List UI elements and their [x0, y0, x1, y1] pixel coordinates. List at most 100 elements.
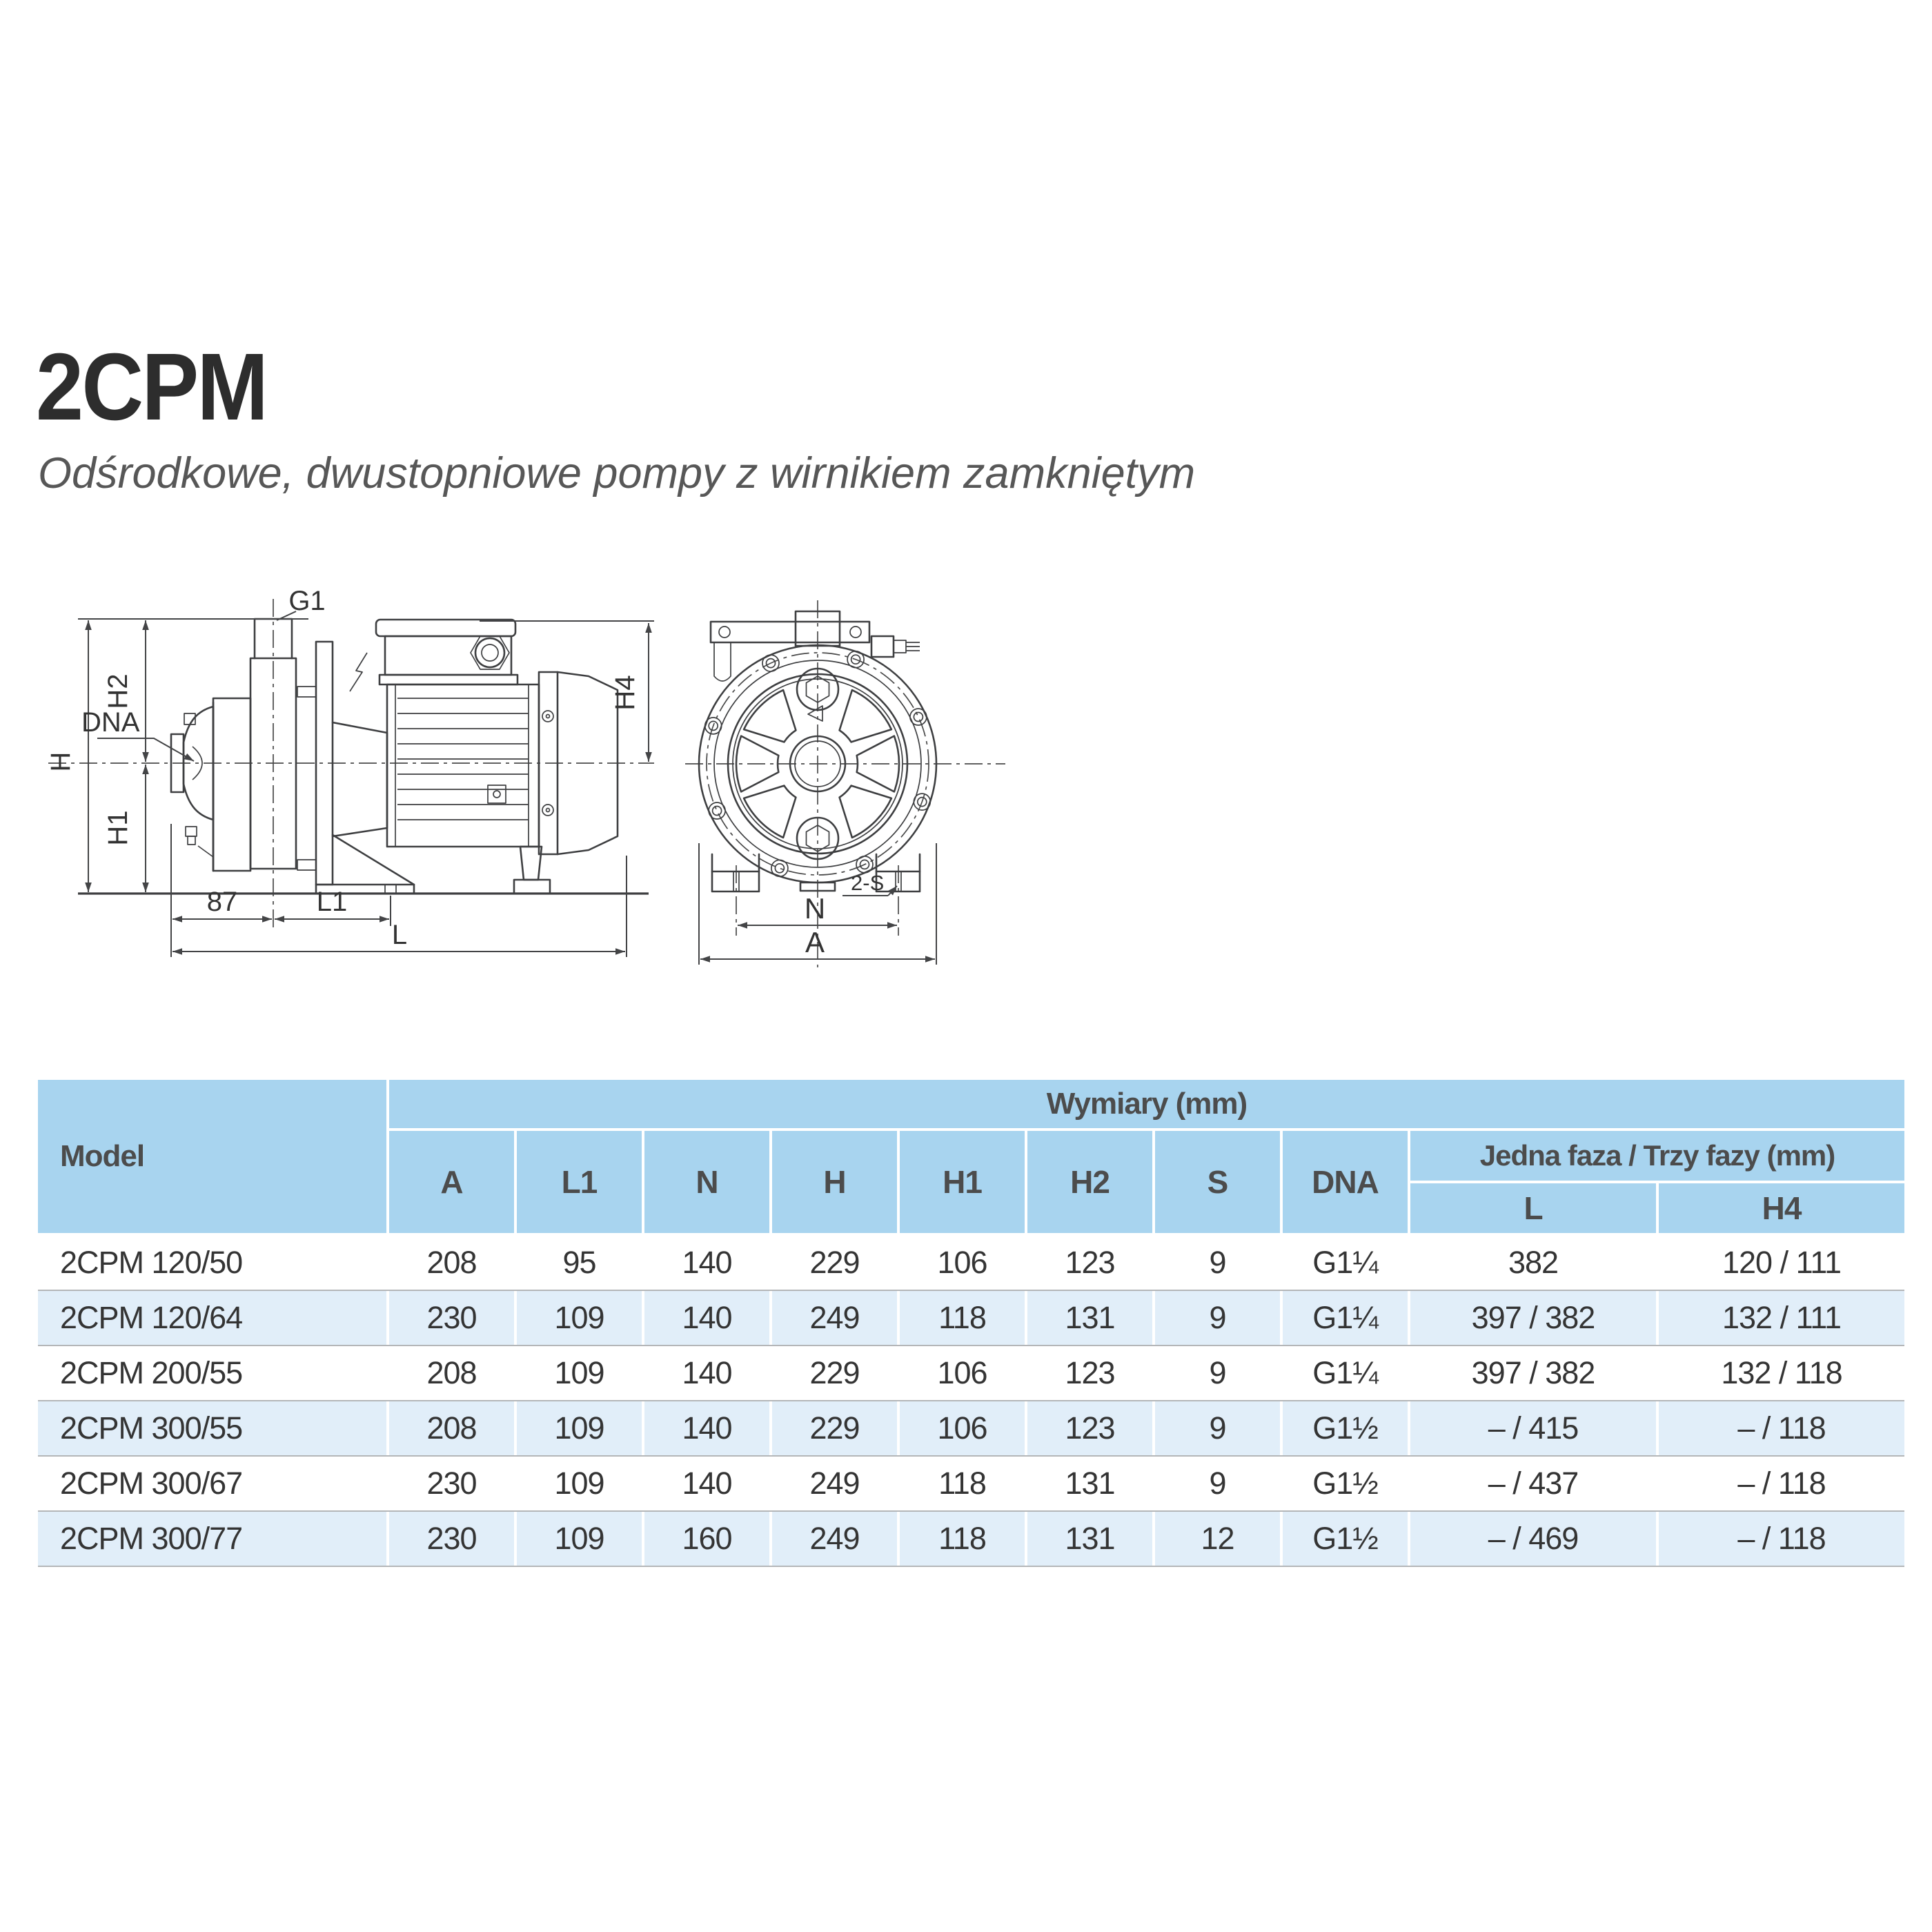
column-header-h1: H1: [900, 1131, 1025, 1233]
value-cell-h: 229: [809, 1355, 860, 1390]
value-cell-h: 229: [772, 1401, 897, 1455]
value-cell-n: 140: [682, 1355, 732, 1390]
side-dimension-labels: G1 H H2 H1 H4 DNA 87 L1 L: [46, 586, 640, 950]
value-cell-h4: 132 / 118: [1721, 1355, 1842, 1390]
column-header-h4: H4: [1659, 1183, 1904, 1233]
model-cell: 2CPM 300/67: [60, 1466, 243, 1501]
value-cell-h: 249: [772, 1512, 897, 1566]
value-cell-s: 9: [1209, 1245, 1226, 1280]
value-cell-s: 9: [1155, 1291, 1280, 1345]
value-cell-l: 382: [1508, 1245, 1559, 1280]
column-header-l: L: [1410, 1183, 1656, 1233]
value-cell-h: 249: [772, 1291, 897, 1345]
dim-label-g1: G1: [288, 586, 325, 616]
dim-label-2s: 2-S: [851, 871, 884, 895]
value-cell-dna: G1½: [1283, 1401, 1408, 1455]
dim-label-h4: H4: [610, 675, 640, 710]
column-header-l1: L1: [517, 1131, 642, 1233]
value-cell-dna: G1½: [1283, 1512, 1408, 1566]
value-cell-h1: 106: [937, 1355, 987, 1390]
value-cell-l: 397 / 382: [1471, 1355, 1596, 1390]
model-cell: 2CPM 300/55: [38, 1401, 386, 1455]
table-row: 2CPM 120/64 230 109 140 249 118 131 9 G1…: [38, 1290, 1904, 1345]
pump-front-view-drawing: 2-S N A: [685, 600, 1005, 967]
dim-label-n: N: [805, 892, 825, 925]
value-cell-h: 249: [809, 1466, 860, 1501]
model-cell: 2CPM 120/64: [38, 1291, 386, 1345]
value-cell-l: – / 415: [1410, 1401, 1656, 1455]
value-cell-a: 208: [426, 1245, 477, 1280]
value-cell-dna: G1¼: [1312, 1245, 1379, 1280]
page-subtitle: Odśrodkowe, dwustopniowe pompy z wirniki…: [38, 449, 1196, 497]
dim-label-h1: H1: [103, 810, 133, 845]
value-cell-a: 230: [426, 1466, 477, 1501]
value-cell-l: – / 437: [1488, 1466, 1579, 1501]
dim-label-87: 87: [207, 887, 238, 917]
value-cell-h2: 123: [1027, 1401, 1152, 1455]
table-body: 2CPM 120/50 208 95 140 229 106 123 9 G1¼…: [38, 1236, 1904, 1567]
value-cell-l1: 109: [517, 1291, 642, 1345]
value-cell-a: 230: [389, 1512, 514, 1566]
value-cell-s: 12: [1155, 1512, 1280, 1566]
value-cell-h2: 131: [1027, 1291, 1152, 1345]
column-group-phase: Jedna faza / Trzy fazy (mm): [1410, 1131, 1904, 1181]
side-dimension-lines: [78, 611, 654, 957]
value-cell-a: 230: [389, 1291, 514, 1345]
table-row: 2CPM 200/55 208 109 140 229 106 123 9 G1…: [38, 1345, 1904, 1400]
pump-front-outline: [698, 610, 938, 893]
column-group-wymiary: Wymiary (mm): [389, 1080, 1904, 1128]
value-cell-h4: – / 118: [1737, 1466, 1826, 1501]
value-cell-h4: – / 118: [1659, 1401, 1904, 1455]
table-header: Model Wymiary (mm) A L1 N H H1 H2 S DNA …: [38, 1080, 1904, 1233]
dim-label-h: H: [46, 752, 76, 772]
value-cell-n: 140: [682, 1245, 732, 1280]
value-cell-h2: 131: [1065, 1466, 1115, 1501]
model-cell: 2CPM 200/55: [60, 1355, 243, 1390]
value-cell-h4: 132 / 111: [1659, 1291, 1904, 1345]
value-cell-s: 9: [1209, 1355, 1226, 1390]
value-cell-dna: G1¼: [1283, 1291, 1408, 1345]
value-cell-h2: 123: [1065, 1245, 1115, 1280]
column-header-model: Model: [38, 1080, 386, 1233]
front-dimension-lines: [698, 843, 937, 965]
value-cell-l1: 109: [517, 1512, 642, 1566]
value-cell-dna: G1½: [1312, 1466, 1379, 1501]
value-cell-l1: 95: [562, 1245, 596, 1280]
value-cell-n: 160: [644, 1512, 769, 1566]
value-cell-h: 229: [809, 1245, 860, 1280]
pump-side-outline: [78, 618, 649, 895]
dim-label-h2: H2: [103, 673, 133, 709]
value-cell-n: 140: [682, 1466, 732, 1501]
table-row: 2CPM 300/55 208 109 140 229 106 123 9 G1…: [38, 1400, 1904, 1455]
dim-label-dna: DNA: [81, 707, 140, 738]
value-cell-n: 140: [644, 1401, 769, 1455]
column-header-h2: H2: [1027, 1131, 1152, 1233]
table-row: 2CPM 120/50 208 95 140 229 106 123 9 G1¼…: [38, 1236, 1904, 1290]
value-cell-a: 208: [389, 1401, 514, 1455]
value-cell-h1: 106: [937, 1245, 987, 1280]
value-cell-n: 140: [644, 1291, 769, 1345]
model-cell: 2CPM 300/77: [38, 1512, 386, 1566]
value-cell-h4: 120 / 111: [1722, 1245, 1842, 1280]
value-cell-l: 397 / 382: [1410, 1291, 1656, 1345]
column-header-a: A: [389, 1131, 514, 1233]
value-cell-a: 208: [426, 1355, 477, 1390]
dim-label-a: A: [805, 926, 825, 958]
table-row: 2CPM 300/67 230 109 140 249 118 131 9 G1…: [38, 1455, 1904, 1510]
page-title: 2CPM: [36, 334, 268, 440]
table-row: 2CPM 300/77 230 109 160 249 118 131 12 G…: [38, 1510, 1904, 1566]
value-cell-h1: 118: [900, 1512, 1025, 1566]
value-cell-h1: 118: [900, 1291, 1025, 1345]
value-cell-l1: 109: [554, 1355, 604, 1390]
value-cell-h1: 118: [938, 1466, 987, 1501]
front-dimension-labels: 2-S N A: [805, 871, 884, 958]
column-header-h: H: [772, 1131, 897, 1233]
vent-slots: [735, 689, 900, 839]
value-cell-l1: 109: [517, 1401, 642, 1455]
model-cell: 2CPM 120/50: [60, 1245, 243, 1280]
dim-label-l: L: [392, 920, 407, 950]
value-cell-h2: 131: [1027, 1512, 1152, 1566]
value-cell-s: 9: [1155, 1401, 1280, 1455]
column-header-n: N: [644, 1131, 769, 1233]
